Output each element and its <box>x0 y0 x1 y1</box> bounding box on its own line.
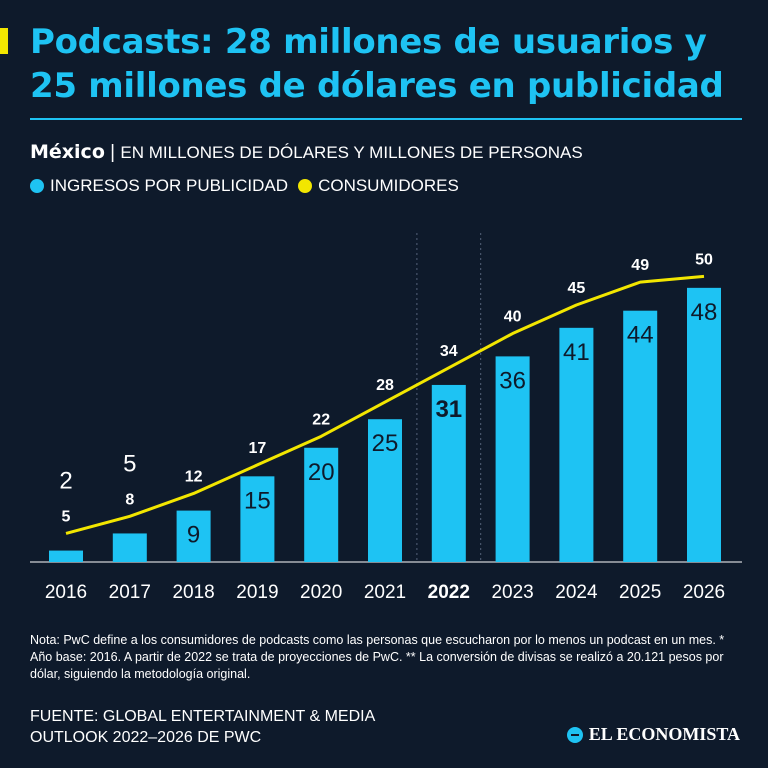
bar-2022 <box>431 384 466 562</box>
bar-2019 <box>240 476 275 562</box>
line-label-2018: 12 <box>185 468 203 485</box>
x-tick-label-2022: 2022 <box>428 582 470 603</box>
bar-2023 <box>495 356 530 562</box>
legend-dot-ads-icon <box>30 179 44 193</box>
x-tick-label-2017: 2017 <box>109 582 151 603</box>
source-credit: FUENTE: GLOBAL ENTERTAINMENT & MEDIA OUT… <box>30 708 375 746</box>
x-tick-label-2019: 2019 <box>236 582 278 603</box>
chart-legend: INGRESOS POR PUBLICIDAD CONSUMIDORES <box>30 176 469 196</box>
bar-2020 <box>304 447 339 562</box>
legend-item-ads: INGRESOS POR PUBLICIDAD <box>30 176 288 196</box>
line-label-2024: 45 <box>568 280 586 297</box>
bar-label-2026: 48 <box>691 299 718 326</box>
page-title: Podcasts: 28 millones de usuarios y 25 m… <box>30 22 724 106</box>
bar-label-2017: 5 <box>123 450 136 477</box>
x-tick-label-2025: 2025 <box>619 582 661 603</box>
x-tick-label-2020: 2020 <box>300 582 342 603</box>
line-label-2023: 40 <box>504 309 522 326</box>
subtitle: México | EN MILLONES DE DÓLARES Y MILLON… <box>30 141 583 164</box>
brand-logo: EL ECONOMISTA <box>566 724 740 745</box>
bar-label-2023: 36 <box>499 367 526 394</box>
x-tick-label-2023: 2023 <box>491 582 533 603</box>
brand-mark-icon <box>566 726 583 743</box>
consumers-line <box>65 274 705 535</box>
bar-2018 <box>176 510 211 562</box>
title-divider <box>30 118 742 120</box>
x-tick-label-2024: 2024 <box>555 582 598 603</box>
line-label-2021: 28 <box>376 377 394 394</box>
legend-label-ads: INGRESOS POR PUBLICIDAD <box>50 176 289 195</box>
x-tick-label-2016: 2016 <box>45 582 87 603</box>
bar-2026 <box>687 287 721 562</box>
line-label-2022: 34 <box>440 343 458 360</box>
bar-2016 <box>49 550 83 562</box>
subtitle-units: EN MILLONES DE DÓLARES Y MILLONES DE PER… <box>120 143 583 162</box>
bar-label-2018: 9 <box>187 522 200 549</box>
legend-label-consumers: CONSUMIDORES <box>318 176 459 195</box>
line-label-2017: 8 <box>125 491 134 508</box>
brand-name: EL ECONOMISTA <box>588 724 740 744</box>
line-label-2026: 50 <box>695 251 713 268</box>
bar-2021 <box>368 419 402 562</box>
x-tick-label-2021: 2021 <box>364 582 406 603</box>
legend-item-consumers: CONSUMIDORES <box>298 176 459 196</box>
legend-dot-consumers-icon <box>298 179 313 193</box>
line-label-2016: 5 <box>62 508 71 525</box>
bar-label-2020: 20 <box>308 459 335 486</box>
bar-label-2019: 15 <box>244 487 271 514</box>
bar-label-2025: 44 <box>627 322 654 349</box>
subtitle-separator: | <box>110 142 116 163</box>
line-label-2019: 17 <box>249 440 267 457</box>
subtitle-country: México <box>30 141 105 163</box>
x-tick-label-2018: 2018 <box>172 582 214 603</box>
line-label-2025: 49 <box>631 257 649 274</box>
line-label-2020: 22 <box>312 411 330 428</box>
bar-2024 <box>559 327 594 562</box>
bar-label-2016: 2 <box>59 468 72 495</box>
bar-2017 <box>112 533 147 562</box>
title-accent-bar <box>0 28 8 54</box>
bar-label-2022: 31 <box>435 396 462 423</box>
bar-label-2024: 41 <box>563 339 590 366</box>
chart-area: 2201652017920181520192020202520213120223… <box>30 233 742 603</box>
bar-2025 <box>623 310 658 562</box>
x-tick-label-2026: 2026 <box>683 582 725 603</box>
bar-label-2021: 25 <box>372 430 399 457</box>
footnote: Nota: PwC define a los consumidores de p… <box>30 633 725 681</box>
